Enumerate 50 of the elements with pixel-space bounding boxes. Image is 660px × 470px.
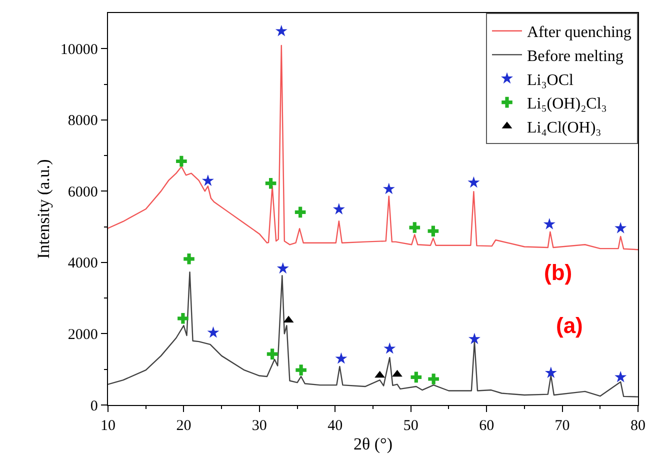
point bbox=[544, 366, 557, 378]
x-tick-label: 20 bbox=[176, 418, 192, 434]
point bbox=[294, 206, 306, 218]
point bbox=[428, 374, 439, 384]
point bbox=[276, 262, 289, 274]
annotation: (b) bbox=[544, 260, 572, 285]
point bbox=[296, 364, 306, 376]
point bbox=[543, 218, 556, 230]
point bbox=[202, 174, 214, 186]
x-tick-label: 40 bbox=[328, 418, 343, 434]
y-axis-title: Intensity (a.u.) bbox=[34, 159, 53, 259]
point bbox=[207, 326, 220, 338]
x-tick-label: 50 bbox=[403, 418, 418, 434]
y-tick-label: 0 bbox=[90, 398, 98, 414]
legend-label: Before melting bbox=[527, 48, 624, 65]
line-series bbox=[108, 44, 638, 250]
x-tick-label: 70 bbox=[554, 418, 570, 434]
legend-label: After quenching bbox=[527, 24, 632, 42]
point bbox=[468, 176, 480, 188]
x-tick-label: 30 bbox=[252, 418, 267, 434]
legend-label: Li₄Cl(OH)₃ bbox=[527, 119, 602, 136]
point bbox=[614, 370, 627, 382]
point bbox=[184, 253, 194, 264]
point bbox=[176, 156, 187, 167]
x-tick-label: 10 bbox=[100, 418, 116, 434]
point bbox=[468, 332, 480, 344]
point bbox=[384, 342, 396, 354]
annotation: (a) bbox=[556, 313, 583, 338]
legend-label: Li₅(OH)₂Cl₃ bbox=[527, 96, 607, 113]
point bbox=[392, 370, 402, 377]
point bbox=[428, 226, 439, 236]
point bbox=[614, 222, 627, 234]
point bbox=[275, 24, 288, 36]
y-tick-label: 4000 bbox=[68, 256, 98, 272]
point bbox=[409, 222, 420, 233]
point bbox=[178, 313, 188, 324]
point bbox=[382, 182, 395, 194]
y-tick-label: 6000 bbox=[68, 184, 98, 200]
point bbox=[266, 348, 278, 360]
x-tick-label: 80 bbox=[630, 418, 646, 434]
x-axis-title: 2θ (°) bbox=[353, 434, 393, 454]
point bbox=[335, 352, 348, 364]
y-tick-label: 8000 bbox=[68, 113, 98, 130]
point bbox=[332, 203, 345, 214]
y-tick-label: 10000 bbox=[60, 42, 98, 58]
y-tick-label: 2000 bbox=[68, 326, 98, 343]
legend-label: Li₃OCl bbox=[527, 72, 574, 89]
point bbox=[265, 178, 276, 189]
point bbox=[410, 372, 422, 383]
x-tick-label: 60 bbox=[479, 418, 494, 434]
